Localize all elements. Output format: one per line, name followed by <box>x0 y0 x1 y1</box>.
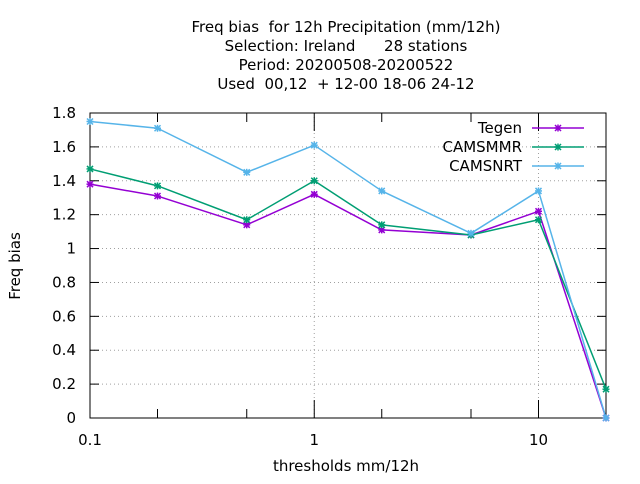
series-camsnrt <box>86 117 610 422</box>
legend-label: CAMSMMR <box>442 138 522 156</box>
data-point <box>153 182 162 190</box>
axes: 0 0.2 0.4 0.6 0.8 1 1.2 1.4 1.6 1.8 0.1 1 10 <box>52 104 607 449</box>
y-axis-label: Freq bias <box>6 232 24 300</box>
title-line: Period: 20200508-20200522 <box>239 56 454 74</box>
series-line <box>89 168 607 390</box>
title-line: Selection: Ireland 28 stations <box>225 37 468 55</box>
data-point <box>378 221 386 229</box>
series-line <box>89 120 607 419</box>
data-point <box>602 414 610 422</box>
y-tick-label: 0.8 <box>52 273 76 291</box>
legend-marker <box>554 143 562 151</box>
y-tick-label: 0.4 <box>52 341 76 359</box>
data-point <box>153 124 162 132</box>
legend-label: Tegen <box>477 119 522 137</box>
title-line: Freq bias for 12h Precipitation (mm/12h) <box>192 18 501 36</box>
y-tick-label: 1.4 <box>52 172 76 190</box>
data-point <box>602 385 610 393</box>
x-tick-label: 10 <box>529 431 548 449</box>
x-tick-label: 1 <box>309 431 319 449</box>
data-point <box>86 180 94 188</box>
y-tick-label: 0.2 <box>52 375 76 393</box>
data-point <box>534 207 543 215</box>
data-point <box>86 117 94 126</box>
legend-marker <box>554 124 562 132</box>
y-tick-label: 1.2 <box>52 206 76 224</box>
data-point <box>467 229 475 237</box>
y-tick-label: 0.6 <box>52 307 76 325</box>
title-line: Used 00,12 + 12-00 18-06 24-12 <box>217 75 474 93</box>
data-point <box>310 177 318 185</box>
y-tick-label: 1.6 <box>52 138 76 156</box>
data-point <box>243 216 251 224</box>
data-point <box>243 168 251 176</box>
series-tegen <box>86 180 610 422</box>
y-tick-label: 1 <box>66 240 76 258</box>
grid <box>90 113 606 418</box>
chart-title: Freq bias for 12h Precipitation (mm/12h)… <box>192 18 501 93</box>
y-tick-label: 1.8 <box>52 104 76 122</box>
data-point <box>310 190 318 198</box>
x-tick-label: 0.1 <box>78 431 102 449</box>
y-tick-label: 0 <box>66 409 76 427</box>
data-point <box>86 165 94 173</box>
series-line <box>89 183 607 419</box>
plot-frame <box>89 112 607 419</box>
data-point <box>534 187 543 195</box>
data-point <box>534 216 543 224</box>
legend-marker <box>554 162 562 170</box>
data-point <box>378 187 386 195</box>
legend-label: CAMSNRT <box>449 157 523 175</box>
data-point <box>310 141 318 149</box>
data-point <box>153 192 162 200</box>
series <box>86 117 610 422</box>
x-axis-label: thresholds mm/12h <box>273 457 419 475</box>
series-camsmmr <box>86 165 610 393</box>
